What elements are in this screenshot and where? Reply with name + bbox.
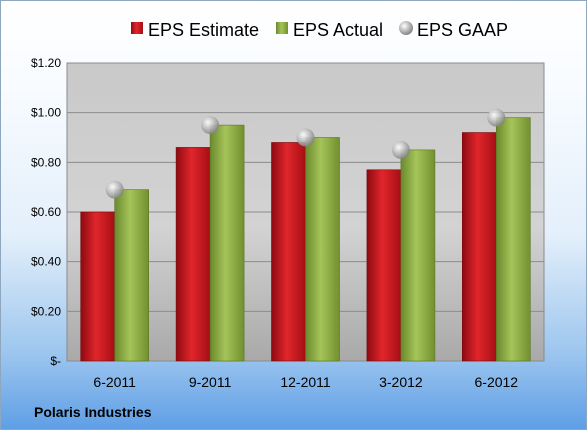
gaap-markers (105, 108, 506, 199)
x-tick-label: 12-2011 (280, 374, 331, 390)
company-name: Polaris Industries (34, 404, 152, 420)
legend-swatch-eps-actual (276, 22, 288, 34)
y-tick-label: $0.20 (31, 304, 61, 318)
eps-gaap-marker (487, 108, 506, 127)
x-tick-label: 9-2011 (189, 374, 232, 390)
x-tick-label: 6-2011 (93, 374, 136, 390)
eps-actual-bar (495, 117, 531, 362)
legend-swatch-eps-estimate (131, 22, 143, 34)
legend-label-eps-estimate: EPS Estimate (148, 20, 259, 40)
x-axis-ticks: 6-2011 9-2011 12-2011 3-2012 6-2012 (93, 374, 518, 390)
eps-estimate-bar (175, 147, 211, 362)
eps-gaap-marker (391, 140, 410, 159)
x-tick-label: 6-2012 (475, 374, 519, 390)
y-axis-ticks: $- $0.20 $0.40 $0.60 $0.80 $1.00 $1.20 (31, 56, 61, 368)
y-tick-label: $0.60 (31, 205, 61, 219)
eps-estimate-bar (366, 169, 402, 362)
eps-actual-bar (114, 189, 149, 362)
eps-estimate-bar (80, 211, 115, 362)
y-tick-label: $1.20 (31, 56, 61, 70)
eps-actual-bar (305, 137, 340, 362)
bars (80, 117, 531, 362)
x-tick-label: 3-2012 (379, 374, 423, 390)
y-tick-label: $- (50, 354, 61, 368)
legend: EPS Estimate EPS Actual EPS GAAP (131, 20, 508, 40)
eps-actual-bar (400, 149, 436, 362)
eps-gaap-marker (105, 180, 124, 199)
legend-label-eps-gaap: EPS GAAP (417, 20, 508, 40)
y-tick-label: $1.00 (31, 106, 61, 120)
legend-label-eps-actual: EPS Actual (293, 20, 383, 40)
y-tick-label: $0.80 (31, 155, 61, 169)
eps-gaap-marker (201, 116, 220, 135)
legend-marker-eps-gaap (399, 21, 413, 35)
eps-gaap-marker (296, 128, 315, 147)
eps-estimate-bar (461, 132, 497, 362)
y-tick-label: $0.40 (31, 255, 61, 269)
eps-actual-bar (209, 124, 245, 362)
eps-estimate-bar (271, 142, 306, 362)
